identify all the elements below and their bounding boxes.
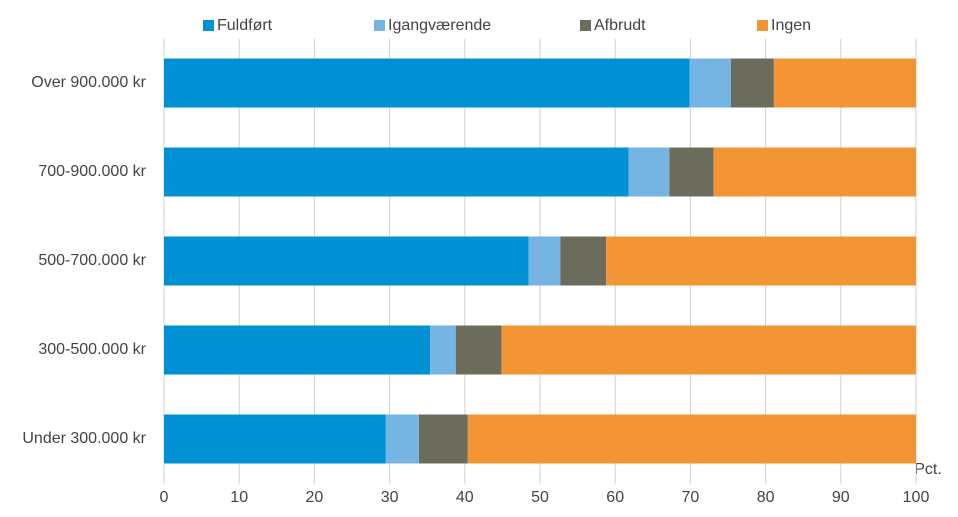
bar-segment xyxy=(164,58,690,108)
bar-segment xyxy=(669,147,714,197)
bar-segment xyxy=(467,414,916,464)
legend-swatch xyxy=(757,20,768,31)
legend-swatch xyxy=(203,20,214,31)
legend-label: Afbrudt xyxy=(594,17,646,34)
x-tick-label: 70 xyxy=(682,489,700,506)
y-tick-label: Over 900.000 kr xyxy=(31,74,146,91)
bar-segment xyxy=(560,236,607,286)
x-tick-label: 40 xyxy=(456,489,474,506)
bar-segment xyxy=(731,58,774,108)
bar-segment xyxy=(455,325,502,375)
legend-label: Ingen xyxy=(771,17,811,34)
bar-segment xyxy=(501,325,916,375)
bar-segment xyxy=(385,414,419,464)
x-tick-label: 100 xyxy=(903,489,930,506)
x-tick-label: 80 xyxy=(757,489,775,506)
legend-label: Fuldført xyxy=(217,17,273,34)
x-tick-label: 90 xyxy=(832,489,850,506)
bar-segment xyxy=(528,236,561,286)
x-axis-label: Pct. xyxy=(914,461,942,478)
x-tick-label: 10 xyxy=(230,489,248,506)
x-tick-label: 50 xyxy=(531,489,549,506)
x-tick-label: 0 xyxy=(160,489,169,506)
y-tick-label: 700-900.000 kr xyxy=(38,163,146,180)
bar-segment xyxy=(164,236,529,286)
y-tick-label: 500-700.000 kr xyxy=(38,252,146,269)
y-tick-label: 300-500.000 kr xyxy=(38,341,146,358)
bar-segment xyxy=(164,414,386,464)
bar-segment xyxy=(689,58,732,108)
x-tick-label: 20 xyxy=(306,489,324,506)
bar-segment xyxy=(418,414,468,464)
bar-segment xyxy=(164,147,629,197)
bar-segment xyxy=(430,325,456,375)
legend-swatch xyxy=(580,20,591,31)
bar-segment xyxy=(628,147,670,197)
x-tick-label: 30 xyxy=(381,489,399,506)
bar-segment xyxy=(773,58,916,108)
bar-segment xyxy=(713,147,916,197)
legend-swatch xyxy=(374,20,385,31)
y-tick-label: Under 300.000 kr xyxy=(22,430,146,447)
legend-label: Igangværende xyxy=(388,17,491,34)
bar-segment xyxy=(164,325,431,375)
bar-segment xyxy=(606,236,916,286)
x-tick-label: 60 xyxy=(606,489,624,506)
